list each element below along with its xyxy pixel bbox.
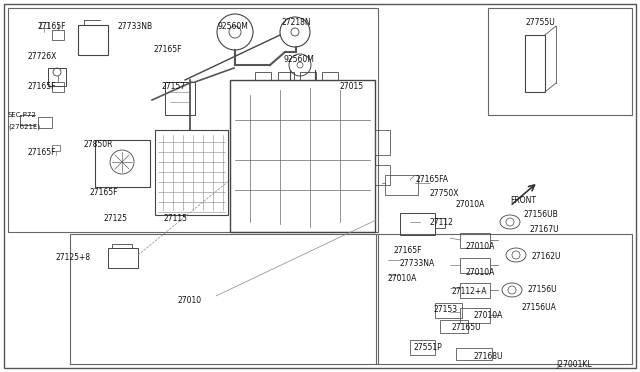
Bar <box>525 35 545 92</box>
Bar <box>456 348 492 360</box>
Text: 27165F: 27165F <box>90 188 118 197</box>
Text: 27153: 27153 <box>434 305 458 314</box>
Text: 27010A: 27010A <box>388 274 417 283</box>
Text: 27157: 27157 <box>162 82 186 91</box>
Text: 27156U: 27156U <box>527 285 557 294</box>
Text: 27165U: 27165U <box>452 323 482 332</box>
Bar <box>48 68 66 86</box>
Text: 92560M: 92560M <box>218 22 249 31</box>
Text: 27010A: 27010A <box>466 268 495 277</box>
Text: 27165F: 27165F <box>394 246 422 255</box>
Text: 27112: 27112 <box>430 218 454 227</box>
Text: 27726X: 27726X <box>28 52 58 61</box>
Text: 27010A: 27010A <box>466 242 495 251</box>
Text: 27551P: 27551P <box>414 343 443 352</box>
Bar <box>385 175 418 195</box>
Bar <box>230 80 375 232</box>
Bar <box>488 8 632 115</box>
Bar <box>38 117 52 128</box>
Bar <box>435 303 462 318</box>
Text: 27125+8: 27125+8 <box>55 253 90 262</box>
Bar <box>40 22 48 28</box>
Bar <box>70 234 378 364</box>
Text: 27733NA: 27733NA <box>400 259 435 268</box>
Text: 27010A: 27010A <box>474 311 504 320</box>
Text: 27156UA: 27156UA <box>521 303 556 312</box>
Bar <box>375 130 390 155</box>
Bar <box>460 308 490 323</box>
Bar <box>460 233 490 248</box>
Text: 27112+A: 27112+A <box>452 287 488 296</box>
Bar <box>95 140 150 187</box>
Bar <box>255 72 271 80</box>
Bar <box>400 213 435 235</box>
Bar <box>52 145 60 151</box>
Text: 27010: 27010 <box>178 296 202 305</box>
Text: 27165F: 27165F <box>28 82 56 91</box>
Text: 92560M: 92560M <box>283 55 314 64</box>
Bar <box>52 30 64 40</box>
Bar <box>278 72 294 80</box>
Text: 27015: 27015 <box>340 82 364 91</box>
Bar <box>300 72 316 80</box>
Bar <box>460 283 490 298</box>
Bar <box>108 248 138 268</box>
Text: 27156UB: 27156UB <box>524 210 559 219</box>
Bar <box>52 82 64 92</box>
Text: 27162U: 27162U <box>532 252 561 261</box>
Text: 27010A: 27010A <box>456 200 485 209</box>
Bar <box>78 25 108 55</box>
Text: 27115: 27115 <box>164 214 188 223</box>
Bar <box>440 320 468 333</box>
Bar <box>112 244 132 248</box>
Text: SEC.P72: SEC.P72 <box>8 112 36 118</box>
Bar <box>376 234 632 364</box>
Bar <box>435 218 445 228</box>
Text: 27750X: 27750X <box>430 189 460 198</box>
Bar <box>322 72 338 80</box>
Text: FRONT: FRONT <box>510 196 536 205</box>
Text: 27125: 27125 <box>104 214 128 223</box>
Bar <box>460 258 490 273</box>
Bar <box>375 165 390 185</box>
Text: 27165FA: 27165FA <box>416 175 449 184</box>
Bar <box>155 130 228 215</box>
Text: 27218N: 27218N <box>281 18 310 27</box>
Text: (27621E): (27621E) <box>8 123 40 129</box>
Text: 27733NB: 27733NB <box>118 22 153 31</box>
Text: 27755U: 27755U <box>526 18 556 27</box>
Text: 27850R: 27850R <box>84 140 113 149</box>
Bar <box>8 8 378 232</box>
Bar <box>165 82 195 115</box>
Text: 27165F: 27165F <box>38 22 67 31</box>
Text: 27165F: 27165F <box>28 148 56 157</box>
Text: 27168U: 27168U <box>474 352 504 361</box>
Text: 27167U: 27167U <box>530 225 559 234</box>
Bar <box>410 340 435 355</box>
Text: 27165F: 27165F <box>154 45 182 54</box>
Text: J27001KL: J27001KL <box>556 360 591 369</box>
